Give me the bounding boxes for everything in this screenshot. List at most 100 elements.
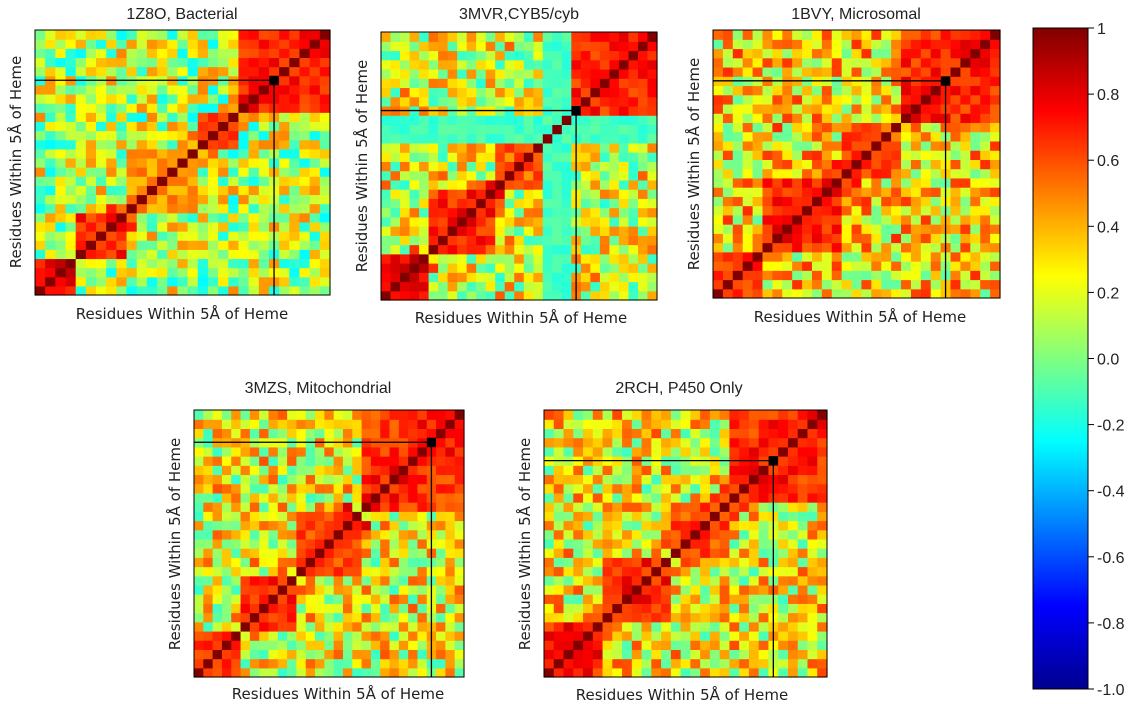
heatmap-cell <box>851 288 863 299</box>
heatmap-cell <box>106 231 117 241</box>
heatmap-cell <box>495 142 506 153</box>
heatmap-cell <box>618 272 630 283</box>
heatmap-cell <box>752 113 764 124</box>
heatmap-cell <box>398 529 409 540</box>
heatmap-cell <box>194 538 204 549</box>
heatmap-cell <box>75 30 87 40</box>
heatmap-cell <box>561 96 572 107</box>
heatmap-cell <box>157 121 168 132</box>
heatmap-cell <box>333 446 344 457</box>
heatmap-cell <box>228 30 240 40</box>
heatmap-cell <box>713 94 724 105</box>
heatmap-cell <box>742 270 754 281</box>
heatmap-cell <box>970 205 981 216</box>
heatmap-cell <box>641 520 652 531</box>
heatmap-cell <box>287 529 298 540</box>
heatmap-cell <box>851 251 863 262</box>
heatmap-cell <box>817 456 828 466</box>
heatmap-cell <box>438 281 449 292</box>
heatmap-cell <box>719 640 731 650</box>
heatmap-cell <box>400 244 411 255</box>
heatmap-cell <box>157 285 168 296</box>
heatmap-cell <box>447 198 458 209</box>
heatmap-cell <box>299 240 311 250</box>
heatmap-cell <box>514 68 525 79</box>
heatmap-cell <box>960 288 971 299</box>
heatmap-cell <box>194 566 204 577</box>
heatmap-cell <box>146 48 158 59</box>
heatmap-cell <box>45 167 56 177</box>
heatmap-cell <box>228 112 240 122</box>
heatmap-cell <box>447 115 458 126</box>
heatmap-cell <box>342 621 353 632</box>
heatmap-cell <box>315 566 325 577</box>
heatmap-cell <box>228 167 240 177</box>
heatmap-cell <box>631 511 643 522</box>
heatmap-cell <box>258 139 270 150</box>
heatmap-cell <box>871 159 882 170</box>
heatmap-cell <box>752 85 764 96</box>
heatmap-cell <box>289 139 301 150</box>
heatmap-cell <box>609 68 620 79</box>
heatmap-cell <box>661 658 672 669</box>
heatmap-cell <box>352 538 363 549</box>
heatmap-cell <box>279 48 290 59</box>
heatmap-cell <box>940 57 952 68</box>
heatmap-cell <box>258 231 270 241</box>
heatmap-cell <box>602 594 613 604</box>
heatmap-cell <box>628 68 639 79</box>
heatmap-cell <box>732 85 744 96</box>
heatmap-cell <box>647 41 658 52</box>
heatmap-cells <box>35 30 331 296</box>
heatmap-cell <box>296 594 307 604</box>
heatmap-cell <box>419 96 430 107</box>
heatmap-cell <box>167 121 179 132</box>
heatmap-cell <box>309 93 321 104</box>
heatmap-cell <box>631 667 643 678</box>
heatmap-cell <box>950 122 962 133</box>
heatmap-cell <box>523 272 534 283</box>
heatmap-cell <box>380 465 391 476</box>
heatmap-cell <box>495 226 506 236</box>
heatmap-cell <box>590 105 601 116</box>
heatmap-cell <box>787 465 799 476</box>
heatmap-cell <box>454 410 465 420</box>
heatmap-cell <box>177 258 189 269</box>
heatmap-cell <box>709 474 721 485</box>
heatmap-cell <box>106 240 117 250</box>
heatmap-cell <box>238 176 250 186</box>
heatmap-cell <box>485 161 496 172</box>
heatmap-cell <box>400 179 411 190</box>
heatmap-cell <box>299 231 311 241</box>
heatmap-cell <box>821 150 833 160</box>
heatmap-cell <box>485 207 496 218</box>
heatmap-cell <box>55 249 67 260</box>
heatmap-cell <box>523 263 534 273</box>
heatmap-cell <box>228 231 240 241</box>
heatmap-cell <box>221 630 232 641</box>
heatmap-cell <box>324 603 335 614</box>
heatmap-cell <box>287 557 298 568</box>
heatmap-cell <box>409 78 420 89</box>
heatmap-cell <box>438 170 449 181</box>
heatmap-cell <box>583 428 594 439</box>
heatmap-cell <box>136 194 148 205</box>
heatmap-cell <box>722 85 734 96</box>
heatmap-cell <box>85 39 97 49</box>
heatmap-cell <box>248 221 260 232</box>
heatmap-cell <box>445 630 456 641</box>
heatmap-panel-3: 1BVY, Microsomal Residues Within 5Å of H… <box>684 6 1001 326</box>
heatmap-cell <box>203 594 214 604</box>
heatmap-cell <box>187 176 199 186</box>
heatmap-cell <box>713 196 724 207</box>
heatmap-cell <box>419 198 430 209</box>
heatmap-cell <box>514 170 525 181</box>
heatmap-cell <box>752 214 764 225</box>
heatmap-cell <box>622 566 633 577</box>
heatmap-cell <box>622 538 633 549</box>
heatmap-cell <box>116 157 128 168</box>
heatmap-cell <box>212 649 223 660</box>
heatmap-cell <box>248 176 260 186</box>
heatmap-cell <box>299 130 311 141</box>
heatmap-cell <box>628 235 639 246</box>
